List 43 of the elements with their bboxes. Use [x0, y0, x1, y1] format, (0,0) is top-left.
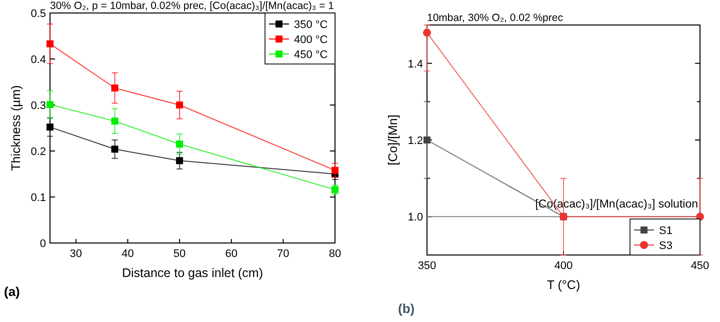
legend-label: 350 °C	[294, 19, 328, 31]
y-tick-label: 1.4	[408, 58, 423, 70]
point	[111, 84, 118, 92]
x-tick-label: 60	[225, 248, 238, 260]
y-tick-label: 0.5	[30, 8, 46, 20]
point	[332, 166, 338, 174]
point	[423, 28, 431, 37]
y-tick-label: 0.3	[30, 100, 46, 112]
point	[176, 102, 184, 108]
x-axis-title: T (°C)	[546, 278, 580, 292]
x-tick-label: 350	[418, 260, 436, 272]
y-tick-label: 0.4	[30, 54, 46, 66]
x-tick-label: 80	[328, 248, 342, 260]
text: (a)	[4, 284, 20, 299]
x-tick-label: 30	[70, 248, 82, 260]
point	[46, 40, 54, 48]
y-tick-label: 1.2	[408, 135, 423, 147]
legend-label: S3	[659, 240, 672, 252]
point	[46, 124, 54, 131]
legend-label: 450 °C	[294, 49, 328, 61]
x-tick-label: 450	[690, 260, 710, 272]
point	[176, 157, 184, 164]
y-tick-label: 0.2	[30, 146, 46, 158]
text: (b)	[398, 301, 415, 316]
point	[111, 118, 118, 125]
x-tick-label: 50	[173, 248, 186, 260]
y-tick-label: 0	[40, 238, 46, 250]
chart-title: 30% O₂, p = 10mbar, 0.02% prec, [Co(acac)₃]/[Mn(acac)₃ = 1	[50, 0, 334, 12]
y-axis-title: [Co]/[Mn]	[386, 114, 400, 166]
y-axis-title: Thickness (µm)	[9, 85, 23, 171]
x-tick-label: 40	[122, 248, 134, 260]
point	[176, 140, 184, 148]
legend-label: S1	[659, 225, 672, 237]
x-axis-title: Distance to gas inlet (cm)	[122, 266, 264, 280]
x-tick-label: 70	[277, 248, 290, 260]
chart-title: 10mbar, 30% O₂, 0.02 %prec	[427, 12, 563, 24]
x-tick-label: 400	[554, 260, 573, 272]
legend-label: 400 °C	[294, 34, 328, 46]
y-tick-label: 1.0	[408, 212, 423, 224]
y-tick-label: 0.1	[30, 192, 46, 204]
point	[424, 136, 430, 144]
point	[46, 101, 54, 108]
point	[111, 146, 118, 153]
